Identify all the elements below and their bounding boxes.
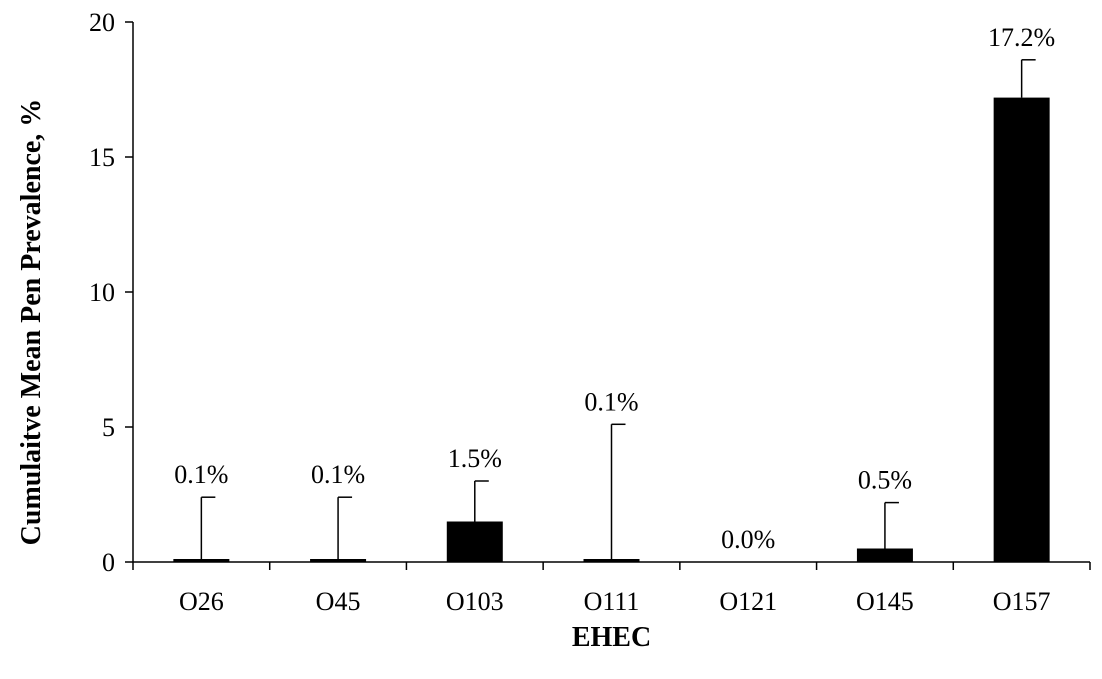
x-axis-title: EHEC bbox=[572, 622, 651, 653]
data-label: 17.2% bbox=[988, 23, 1055, 52]
y-axis-ticks: 0 5 10 15 20 bbox=[89, 8, 133, 577]
y-tick-label: 5 bbox=[102, 413, 115, 442]
bar-O145 bbox=[856, 548, 913, 562]
data-labels: 0.1% 0.1% 1.5% 0.1% 0.0% 0.5% 17.2% bbox=[174, 23, 1055, 554]
y-tick-label: 0 bbox=[102, 548, 115, 577]
x-tick-label: O121 bbox=[719, 587, 777, 616]
data-label: 0.0% bbox=[721, 525, 775, 554]
x-tick-label: O26 bbox=[179, 587, 224, 616]
x-axis-ticks: O26 O45 O103 O111 O121 O145 O157 bbox=[132, 562, 1091, 616]
x-tick-label: O145 bbox=[856, 587, 914, 616]
y-axis-title: Cumulaitve Mean Pen Prevalence, % bbox=[16, 99, 47, 546]
x-tick-label: O103 bbox=[446, 587, 504, 616]
x-tick-label: O45 bbox=[316, 587, 361, 616]
y-tick-label: 20 bbox=[89, 8, 115, 37]
y-tick-label: 10 bbox=[89, 278, 115, 307]
bars bbox=[173, 97, 1050, 562]
data-label: 0.5% bbox=[858, 466, 912, 495]
bar-O26 bbox=[173, 559, 230, 562]
error-bars bbox=[200, 59, 1036, 560]
bar-O45 bbox=[310, 559, 367, 562]
x-tick-label: O157 bbox=[993, 587, 1051, 616]
x-tick-label: O111 bbox=[584, 587, 640, 616]
data-label: 0.1% bbox=[311, 460, 365, 489]
bar-O157 bbox=[993, 97, 1050, 562]
bar-O111 bbox=[583, 559, 640, 562]
y-tick-label: 15 bbox=[89, 143, 115, 172]
bar-O103 bbox=[446, 521, 503, 562]
data-label: 1.5% bbox=[448, 444, 502, 473]
data-label: 0.1% bbox=[584, 387, 638, 416]
data-label: 0.1% bbox=[174, 460, 228, 489]
